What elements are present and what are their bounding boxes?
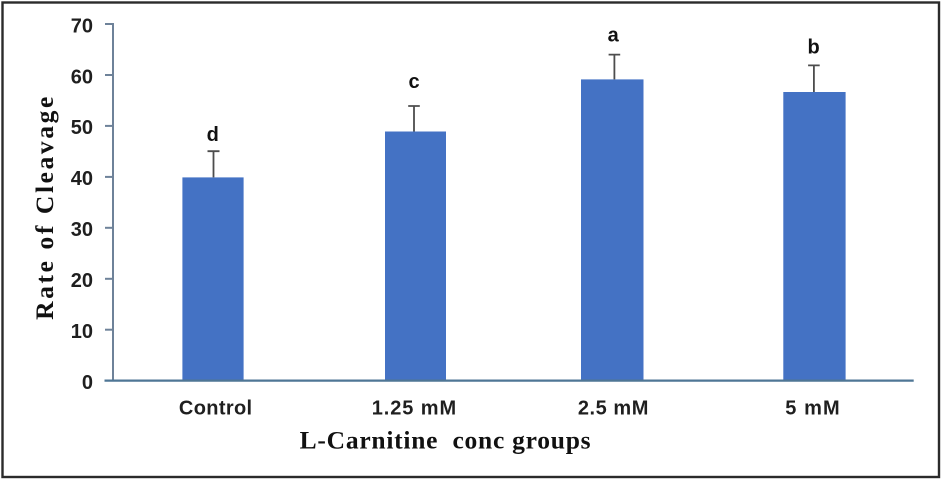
svg-text:70: 70	[71, 15, 93, 37]
svg-text:d: d	[207, 124, 219, 146]
svg-text:Control: Control	[179, 398, 253, 420]
svg-text:a: a	[608, 24, 620, 46]
svg-text:40: 40	[71, 168, 93, 190]
svg-text:L-Carnitine conc groups: L-Carnitine conc groups	[300, 426, 592, 455]
svg-text:2.5 mM: 2.5 mM	[578, 398, 649, 420]
svg-text:5 mM: 5 mM	[785, 398, 841, 420]
svg-text:c: c	[408, 71, 419, 93]
svg-text:1.25 mM: 1.25 mM	[372, 398, 457, 420]
svg-text:20: 20	[71, 270, 93, 292]
svg-text:b: b	[807, 37, 819, 59]
svg-text:Rate of Cleavage: Rate of Cleavage	[30, 94, 59, 320]
svg-text:30: 30	[71, 219, 93, 241]
svg-text:10: 10	[71, 321, 93, 343]
svg-text:50: 50	[71, 117, 93, 139]
svg-text:0: 0	[82, 372, 93, 394]
svg-text:60: 60	[71, 66, 93, 88]
